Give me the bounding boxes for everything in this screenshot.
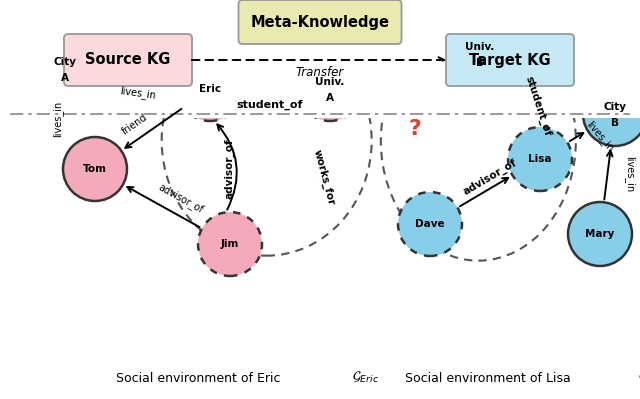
- Text: lives_in: lives_in: [119, 85, 156, 101]
- Text: Social environment of Lisa: Social environment of Lisa: [405, 372, 575, 385]
- FancyBboxPatch shape: [446, 34, 574, 86]
- Circle shape: [63, 137, 127, 201]
- Circle shape: [448, 22, 512, 86]
- Text: Source KG: Source KG: [85, 53, 171, 67]
- FancyBboxPatch shape: [239, 0, 401, 44]
- Text: advisor_of: advisor_of: [224, 138, 234, 199]
- Text: Lisa: Lisa: [528, 154, 552, 164]
- Text: A: A: [326, 93, 334, 103]
- Text: lives_in: lives_in: [52, 101, 63, 137]
- Text: friend: friend: [120, 112, 149, 136]
- Text: student_of: student_of: [237, 100, 303, 110]
- Circle shape: [298, 57, 362, 121]
- Circle shape: [508, 127, 572, 191]
- Circle shape: [198, 212, 262, 276]
- Text: Univ.: Univ.: [316, 77, 345, 87]
- Circle shape: [583, 82, 640, 146]
- Text: Eric: Eric: [199, 84, 221, 94]
- Text: Univ.: Univ.: [465, 42, 495, 52]
- Text: City: City: [54, 57, 77, 67]
- Text: B: B: [611, 118, 619, 128]
- FancyBboxPatch shape: [64, 34, 192, 86]
- Text: Tom: Tom: [83, 164, 107, 174]
- Circle shape: [178, 57, 242, 121]
- Text: works_for: works_for: [312, 148, 337, 206]
- Text: Target KG: Target KG: [469, 53, 551, 67]
- Text: ?: ?: [408, 119, 421, 139]
- Circle shape: [568, 202, 632, 266]
- Text: Mary: Mary: [586, 229, 614, 239]
- Circle shape: [33, 37, 97, 101]
- Text: advisor_of: advisor_of: [156, 182, 205, 215]
- Text: Meta-Knowledge: Meta-Knowledge: [250, 14, 390, 30]
- Text: $\mathcal{G}_{Eric}$: $\mathcal{G}_{Eric}$: [352, 370, 379, 385]
- Text: student_of: student_of: [524, 75, 552, 138]
- Text: Jim: Jim: [221, 239, 239, 249]
- Text: Social environment of Eric: Social environment of Eric: [116, 372, 284, 385]
- Text: lives_in: lives_in: [624, 156, 635, 192]
- Text: advisor_of: advisor_of: [461, 158, 518, 198]
- Text: Transfer: Transfer: [296, 65, 344, 79]
- Text: lives_in: lives_in: [584, 119, 615, 154]
- Text: A: A: [61, 73, 69, 83]
- Text: Dave: Dave: [415, 219, 445, 229]
- Text: $\mathcal{G}_{Lisa}$: $\mathcal{G}_{Lisa}$: [638, 370, 640, 385]
- Circle shape: [398, 192, 462, 256]
- Text: B: B: [476, 58, 484, 68]
- Text: City: City: [604, 102, 627, 112]
